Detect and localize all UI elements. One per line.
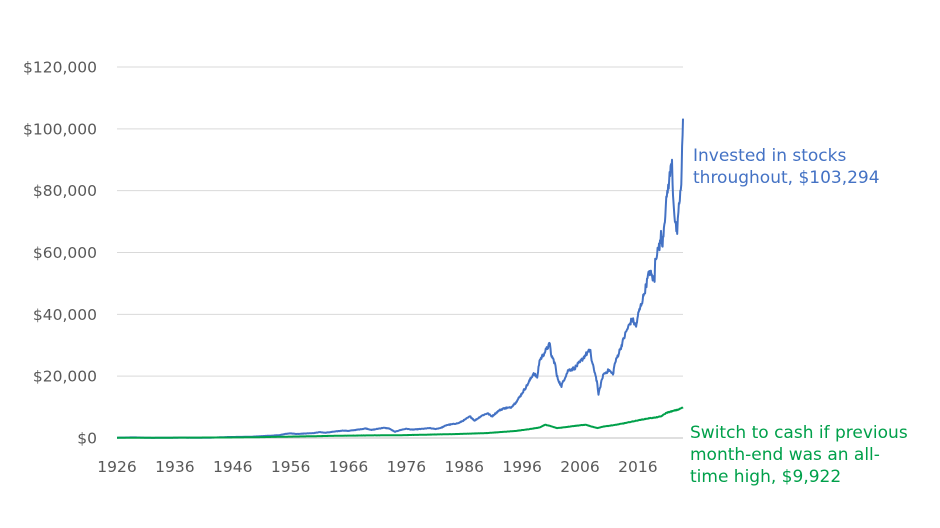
y-tick-label: $120,000: [23, 59, 97, 77]
x-tick-label: 2006: [560, 458, 599, 476]
series-label-line: Invested in stocks: [693, 146, 847, 166]
series-label-line: month-end was an all-: [690, 445, 880, 465]
series-label-cash-switch: Switch to cash if previous month-end was …: [690, 423, 908, 487]
y-tick-label: $100,000: [23, 120, 97, 138]
series-label-line: throughout, $103,294: [693, 168, 880, 188]
x-tick-label: 2016: [618, 458, 657, 476]
y-axis-ticks: $0 $20,000 $40,000 $60,000 $80,000 $100,000 $1…: [23, 59, 97, 448]
x-axis-ticks: 1926 1936 1946 1956 1966 1976 1986 1996 2006 2016: [97, 458, 657, 476]
x-tick-label: 1996: [502, 458, 541, 476]
x-tick-label: 1976: [387, 458, 426, 476]
series-labels: Invested in stocks throughout, $103,294 Sw…: [690, 146, 908, 487]
x-tick-label: 1986: [445, 458, 484, 476]
y-tick-label: $0: [77, 430, 97, 448]
x-tick-label: 1966: [329, 458, 368, 476]
y-tick-label: $80,000: [33, 182, 97, 200]
series: [116, 118, 684, 439]
y-tick-label: $60,000: [33, 244, 97, 262]
y-tick-label: $20,000: [33, 368, 97, 386]
series-label-line: time high, $9,922: [690, 467, 841, 487]
x-tick-label: 1936: [155, 458, 194, 476]
series-line-cash-switch: [116, 406, 684, 439]
x-tick-label: 1956: [271, 458, 310, 476]
y-tick-label: $40,000: [33, 306, 97, 324]
gridlines: [117, 66, 683, 439]
series-line-stocks: [116, 118, 684, 439]
x-tick-label: 1926: [97, 458, 136, 476]
series-label-line: Switch to cash if previous: [690, 423, 908, 443]
series-label-stocks: Invested in stocks throughout, $103,294: [693, 146, 880, 188]
x-tick-label: 1946: [213, 458, 252, 476]
